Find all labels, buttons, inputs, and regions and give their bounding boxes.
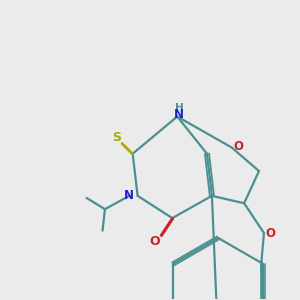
Text: N: N [124,189,134,202]
Text: O: O [266,227,275,240]
Text: O: O [233,140,243,152]
Text: H: H [175,103,184,113]
Text: N: N [174,108,184,121]
Text: S: S [112,131,121,144]
Text: O: O [149,236,160,248]
